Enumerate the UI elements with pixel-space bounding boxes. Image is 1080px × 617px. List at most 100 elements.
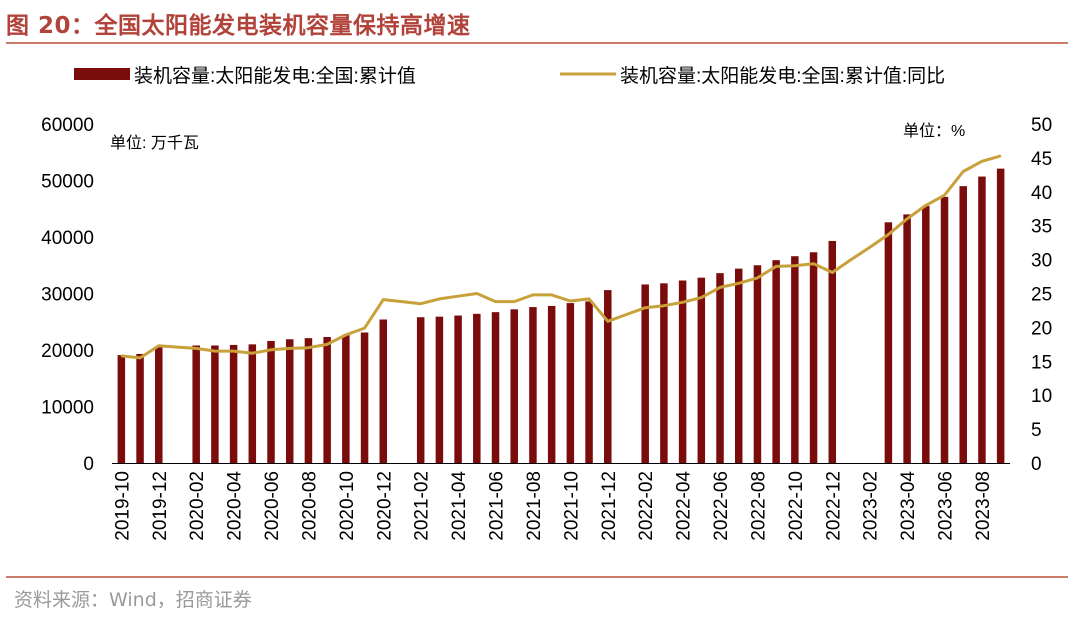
yoy-point-2022-01 (625, 313, 628, 316)
x-tick-label: 2022-12 (823, 471, 844, 541)
yoy-point-2020-09 (326, 343, 328, 346)
x-tick-label: 2021-06 (487, 471, 508, 541)
bar-2023-07 (959, 186, 967, 463)
bar-2021-10 (566, 303, 575, 463)
right-tick-label: 0 (1031, 454, 1042, 475)
right-tick-label: 5 (1031, 420, 1042, 441)
yoy-point-2020-04 (232, 350, 235, 352)
yoy-point-2022-10 (794, 264, 796, 267)
bar-2021-02 (416, 317, 425, 463)
bar-2019-12 (155, 347, 163, 463)
yoy-point-2020-10 (345, 334, 347, 336)
x-tick-label: 2021-08 (524, 471, 545, 541)
right-tick-label: 35 (1031, 217, 1052, 238)
x-tick-label: 2019-12 (150, 471, 171, 541)
yoy-point-2021-09 (550, 294, 553, 296)
bar-2022-12 (828, 240, 837, 463)
bar-2023-09 (996, 168, 1005, 463)
yoy-point-2019-10 (120, 355, 123, 357)
x-tick-label: 2022-10 (786, 471, 807, 541)
bar-2021-08 (529, 307, 537, 463)
bar-2022-11 (809, 252, 818, 463)
yoy-point-2022-05 (700, 296, 703, 299)
x-axis: 2019-10 2019-12 2020-02 2020-04 2020-06 2020-… (112, 471, 994, 541)
legend: 装机容量:太阳能发电:全国:累计值 装机容量:太阳能发电:全国:累计值:同比 (74, 65, 945, 87)
bar-2023-06 (940, 196, 949, 463)
left-axis: 0 10000 20000 30000 40000 50000 60000 (41, 115, 94, 475)
x-tick-label: 2020-06 (262, 471, 283, 541)
yoy-point-2021-03 (438, 298, 441, 300)
yoy-point-2022-09 (775, 265, 777, 268)
bar-2022-09 (772, 260, 780, 463)
bar-series (117, 168, 1005, 464)
bar-2021-03 (435, 316, 444, 463)
bar-2020-11 (360, 332, 369, 463)
x-tick-label: 2023-02 (861, 471, 882, 541)
x-tick-label: 2021-02 (412, 471, 433, 541)
yoy-line (121, 154, 1002, 360)
bar-2020-09 (323, 337, 331, 463)
figure-title-prefix: 图 (6, 13, 39, 39)
title-rule (6, 42, 1068, 44)
yoy-point-2023-09 (999, 155, 1002, 157)
bar-2020-05 (248, 344, 257, 463)
x-tick-label: 2021-12 (599, 471, 620, 541)
yoy-point-2023-03 (887, 233, 890, 236)
x-tick-label: 2020-02 (187, 471, 208, 541)
right-tick-label: 20 (1031, 318, 1052, 339)
bar-2020-12 (379, 319, 388, 463)
bar-2022-05 (697, 277, 706, 463)
yoy-point-2023-04 (906, 218, 908, 220)
right-tick-label: 10 (1031, 386, 1052, 407)
left-tick-label: 20000 (41, 341, 94, 362)
yoy-point-2020-03 (214, 350, 216, 352)
yoy-point-2020-02 (195, 347, 197, 350)
x-tick-label: 2020-12 (374, 471, 395, 541)
yoy-point-2021-04 (457, 295, 459, 298)
left-tick-label: 30000 (41, 285, 94, 306)
yoy-point-2020-11 (363, 327, 366, 329)
yoy-point-2021-06 (494, 300, 497, 303)
yoy-point-2023-07 (962, 170, 965, 173)
yoy-point-2020-08 (307, 346, 310, 349)
yoy-point-2022-11 (812, 262, 815, 265)
left-tick-label: 60000 (41, 115, 94, 136)
bar-2020-10 (342, 334, 350, 463)
x-tick-label: 2023-08 (973, 471, 994, 541)
yoy-point-2020-06 (270, 348, 272, 351)
right-tick-label: 30 (1031, 251, 1052, 272)
bar-2020-06 (267, 340, 275, 463)
figure-title: 图 20：全国太阳能发电装机容量保持高增速 (6, 6, 471, 40)
x-tick-label: 2020-04 (225, 471, 246, 541)
left-tick-label: 50000 (41, 172, 94, 193)
right-tick-label: 25 (1031, 285, 1052, 306)
yoy-point-2021-11 (588, 298, 590, 300)
bar-2022-03 (660, 283, 668, 463)
bar-2019-11 (136, 353, 144, 463)
bar-2022-02 (641, 284, 649, 463)
bar-2020-02 (192, 345, 200, 463)
source-rule (6, 576, 1068, 578)
yoy-point-2019-11 (139, 357, 141, 359)
yoy-point-2021-07 (513, 300, 516, 303)
yoy-point-2022-06 (719, 286, 721, 289)
bar-2020-04 (229, 344, 238, 463)
legend-bar-swatch (74, 68, 130, 80)
yoy-point-2023-01 (850, 258, 852, 261)
bar-2021-07 (510, 309, 518, 463)
x-tick-label: 2023-06 (936, 471, 957, 541)
yoy-point-2022-02 (644, 306, 646, 309)
left-unit-label: 单位: 万千瓦 (110, 134, 199, 152)
x-tick-label: 2020-10 (337, 471, 358, 541)
yoy-point-2021-10 (569, 300, 572, 302)
yoy-point-2020-05 (251, 352, 254, 354)
yoy-point-2023-02 (868, 246, 871, 249)
bar-2021-05 (473, 313, 481, 463)
x-tick-label: 2022-06 (711, 471, 732, 541)
figure-title-colon: ： (71, 13, 95, 39)
yoy-point-2023-06 (943, 194, 946, 196)
bar-2020-07 (285, 339, 294, 463)
yoy-point-2022-07 (737, 282, 740, 285)
yoy-point-2021-01 (401, 300, 403, 303)
